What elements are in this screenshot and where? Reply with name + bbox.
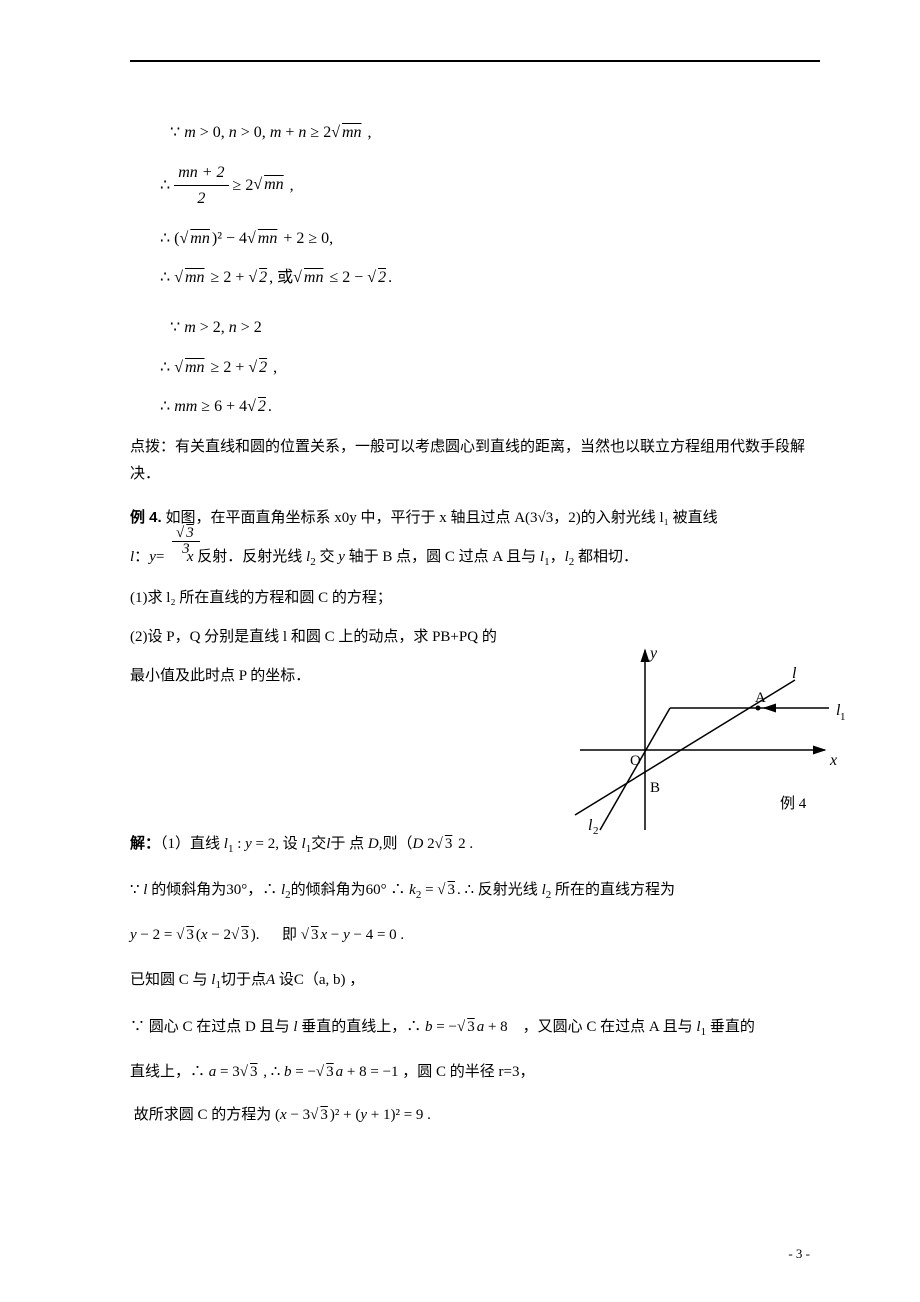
label-O: O: [630, 753, 641, 769]
math-line-2: ∴ mn + 2 2 ≥ 2mn ,: [160, 160, 820, 212]
math-line-6: ∴ mn ≥ 2 + 2 ,: [160, 355, 820, 381]
hint-para: 点拨：有关直线和圆的位置关系，一般可以考虑圆心到直线的距离，当然也以联立方程组用…: [130, 434, 820, 488]
frac-sqrt3-num: √3: [172, 526, 200, 542]
frac-1-den: 2: [174, 186, 228, 212]
label-l2-sub: 2: [593, 825, 599, 837]
ex4-q1: (1)求 l₂ 所在直线的方程和圆 C 的方程；: [130, 585, 820, 612]
label-B: B: [650, 780, 660, 796]
label-A: A: [755, 690, 766, 706]
sol-label: 解：: [130, 835, 160, 852]
sol-s2: ∵ l 的倾斜角为30°，∴ l2的倾斜角为60° ∴ k2 = √3. ∴ 反…: [130, 877, 820, 906]
figure-svg: y x O A B l l 1 l 2 例 4: [540, 640, 850, 840]
top-rule: [130, 60, 820, 62]
math-line-7: ∴ mm ≥ 6 + 42.: [160, 394, 820, 420]
content: ∵ m > 0, n > 0, m + n ≥ 2mn , ∴ mn + 2 2…: [130, 120, 820, 1129]
sol-s1: （1）直线 l1 : y = 2, 设 l1交l于 点 D,则（D 2√3 2 …: [160, 836, 473, 852]
ex4-text1: 如图，在平面直角坐标系 x0y 中，平行于 x 轴且过点 A(3√3，2)的入射…: [162, 510, 718, 526]
ex4-text2: l：y= x 反射．反射光线 l2 交 y 轴于 B 点，圆 C 过点 A 且与…: [130, 549, 638, 565]
label-x: x: [829, 752, 837, 769]
fig-caption: 例 4: [780, 795, 807, 812]
math-line-1: ∵ m > 0, n > 0, m + n ≥ 2mn ,: [170, 120, 820, 146]
label-y: y: [648, 645, 658, 662]
figure-ex4: y x O A B l l 1 l 2 例 4: [540, 640, 850, 840]
frac-1-num: mn + 2: [174, 160, 228, 187]
math-line-3: ∴ (mn)² − 4mn + 2 ≥ 0,: [160, 226, 820, 252]
frac-sqrt3-3: √3 3: [172, 526, 200, 557]
frac-1: mn + 2 2: [174, 160, 228, 212]
sol-s3: y − 2 = √3(x − 2√3). 即 √3x − y − 4 = 0 .: [130, 922, 820, 949]
label-l: l: [792, 665, 797, 682]
ex4-line2: √3 3 l：y= x 反射．反射光线 l2 交 y 轴于 B 点，圆 C 过点…: [130, 544, 820, 573]
math-line-2-rest: ≥ 2: [233, 176, 254, 193]
ex4-para: 例 4. 如图，在平面直角坐标系 x0y 中，平行于 x 轴且过点 A(3√3，…: [130, 504, 820, 532]
label-l1-sub: 1: [840, 711, 846, 723]
page-number: - 3 -: [788, 1246, 810, 1262]
math-line-5: ∵ m > 2, n > 2: [170, 315, 820, 341]
math-line-4: ∴ mn ≥ 2 + 2, 或mn ≤ 2 − 2.: [160, 265, 820, 291]
sol-s6: 直线上，∴ a = 3√3 , ∴ b = −√3a + 8 = −1 ，圆 C…: [130, 1059, 820, 1086]
sol-s7: 故所求圆 C 的方程为 (x − 3√3)² + (y + 1)² = 9 .: [130, 1102, 820, 1129]
sol-s5: ∵ 圆心 C 在过点 D 且与 l 垂直的直线上，∴ b = −√3a + 8 …: [130, 1014, 820, 1043]
ex4-label: 例 4.: [130, 509, 162, 526]
sol-s4: 已知圆 C 与 l1切于点A 设C（a, b) ，: [130, 967, 820, 996]
frac-sqrt3-den: 3: [172, 542, 200, 557]
